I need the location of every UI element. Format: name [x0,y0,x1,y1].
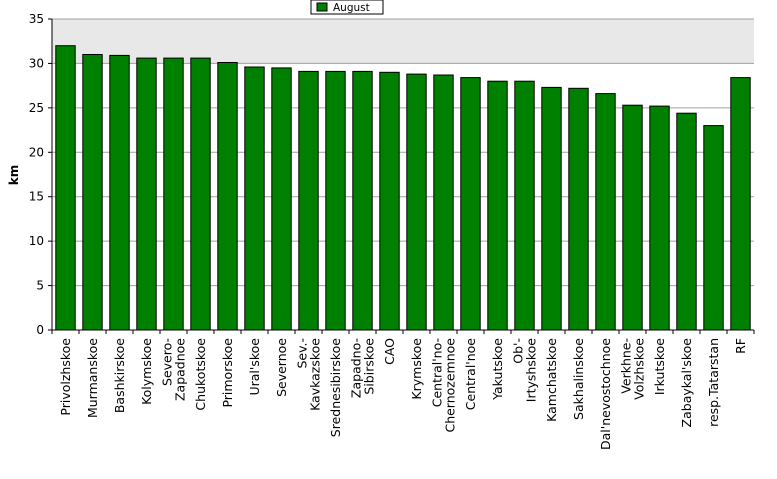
y-tick-label: 10 [29,234,44,248]
bar [487,80,508,331]
bar [460,77,481,331]
x-tick-label: Bashkirskoe [112,338,127,413]
x-tick-label: Chukotskoe [193,338,208,411]
bar [730,77,751,331]
x-tick-label: Zabaykal'skoe [679,338,694,428]
x-tick-label: Zapadno- [349,338,364,398]
x-tick-label: Sakhalinskoe [571,338,586,420]
x-tick-label: Ural'skoe [247,338,262,396]
bar [82,54,103,331]
bar [703,125,724,331]
x-tick-label: Severnoe [274,338,289,397]
x-tick-label: Volzhskoe [632,338,647,400]
bar [433,74,454,331]
x-tick-label: Kamchatskoe [544,338,559,422]
x-tick-label: Kavkazskoe [308,338,323,411]
bar [541,86,562,331]
bars [55,45,751,331]
legend: August [310,0,384,15]
x-tick-label: Central'noe [463,338,478,411]
x-tick-labels: Privolzhskoe Murmanskoe Bashkirskoe Kolymsk… [58,338,748,450]
x-tick-label: Zapadnoe [173,338,188,401]
legend-swatch-august [316,2,328,12]
x-tick-label: Yakutskoe [490,338,505,401]
x-tick-label: Sibirskoe [362,338,377,395]
x-tick-label: Chernozemnoe [443,338,458,433]
bar [271,67,292,331]
x-tick-label: Dal'nevostochnoe [598,338,613,450]
x-tick-label: Privolzhskoe [58,338,73,416]
bar [109,54,130,331]
x-tick-label: Irtyshskoe [524,338,539,403]
bar [406,73,427,331]
plot-background [52,19,754,330]
legend-box [310,0,384,15]
x-tick-label: RF [733,338,748,354]
x-tick-label: Verkhne- [619,338,634,394]
y-axis-title: km [7,165,21,185]
bar [595,93,616,331]
y-tick-label: 25 [29,101,44,115]
x-tick-label: Ob'- [511,338,526,364]
y-tick-label: 20 [29,145,44,159]
bar [136,57,157,331]
x-tick-label: Kolymskoe [139,338,154,405]
x-tick-label: Severo- [160,338,175,386]
bar [298,70,319,331]
x-tick-label: Murmanskoe [85,338,100,418]
bar [325,70,346,331]
bar [217,62,238,331]
x-tick-label: Krymskoe [409,338,424,400]
y-tick-label: 35 [29,12,44,26]
y-tick-labels: 0 5 10 15 20 25 30 35 [29,12,44,337]
bar [190,57,211,331]
x-tick-label: CAO [382,338,397,365]
bar [568,87,589,331]
bar [514,80,535,331]
y-tick-label: 15 [29,190,44,204]
bar [649,105,670,331]
bar [379,71,400,331]
axes [48,18,755,334]
x-tick-label: Srednesibirskoe [328,338,343,438]
bar [352,70,373,331]
bar [55,45,76,331]
bar [622,104,643,331]
x-tick-label: Irkutskoe [652,338,667,395]
y-tick-label: 5 [36,279,44,293]
y-tick-label: 30 [29,56,44,70]
x-tick-label: Primorskoe [220,338,235,408]
legend-label-august: August [333,2,370,14]
plot-band [52,19,754,64]
bar [676,112,697,331]
bar [244,66,265,331]
x-tick-label: Sev.- [295,338,310,369]
plot-area [52,19,754,330]
x-tick-label: Central'no- [430,338,445,407]
y-tick-label: 0 [36,323,44,337]
bar [163,57,184,331]
x-tick-label: resp.Tatarstan [706,338,721,427]
